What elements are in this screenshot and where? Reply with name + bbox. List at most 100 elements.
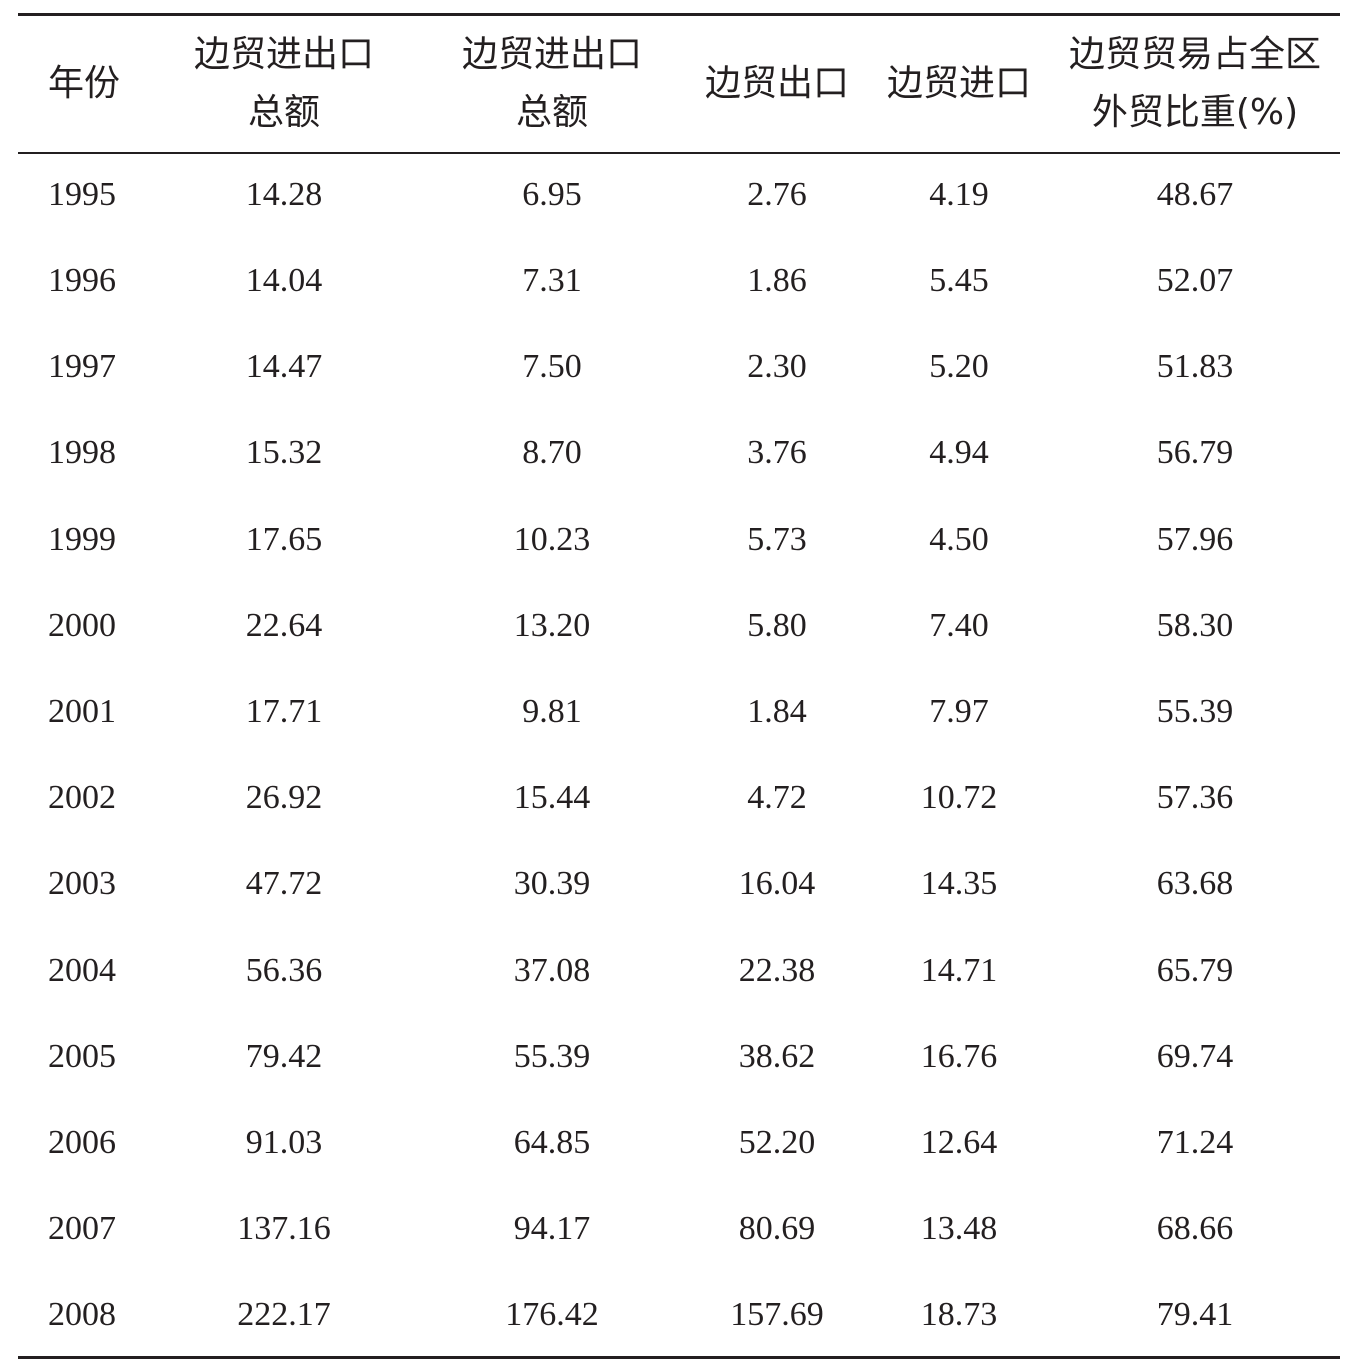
- header-year-line: 年份: [48, 63, 121, 104]
- imports-cell: 4.19: [929, 176, 989, 213]
- year-cell: 2007: [48, 1210, 116, 1248]
- share-cell: 57.36: [1156, 779, 1234, 817]
- total-trade-b-cell: 64.85: [513, 1123, 591, 1161]
- table-row: 1996 14.04 7.31 1.86 5.45 52.07: [18, 238, 1340, 324]
- imports-cell: 5.20: [929, 348, 989, 386]
- exports-cell: 5.73: [747, 520, 807, 558]
- exports-cell: 80.69: [738, 1210, 816, 1248]
- exports-cell: 5.80: [747, 606, 807, 644]
- table-header: 年份 边贸进出口 总额 边贸进出口 总额 边贸出口 边贸进口 边贸贸易占全区: [18, 16, 1340, 152]
- year-cell: 1995: [48, 176, 116, 213]
- exports-cell: 2.76: [747, 176, 807, 213]
- imports-cell: 7.40: [929, 606, 989, 644]
- total-trade-b-cell: 8.70: [522, 434, 582, 472]
- share-cell: 51.83: [1156, 348, 1234, 386]
- imports-cell: 14.71: [920, 951, 998, 989]
- year-cell: 2003: [48, 865, 116, 903]
- share-cell: 68.66: [1156, 1210, 1234, 1248]
- imports-cell: 7.97: [929, 693, 989, 731]
- share-cell: 52.07: [1156, 262, 1234, 300]
- total-trade-a-cell: 14.47: [245, 348, 323, 386]
- total-trade-a-cell: 79.42: [245, 1037, 323, 1075]
- total-trade-a-cell: 137.16: [237, 1210, 331, 1248]
- exports-cell: 52.20: [738, 1123, 816, 1161]
- table-row: 1995 14.28 6.95 2.76 4.19 48.67: [18, 152, 1340, 238]
- border-trade-table: 年份 边贸进出口 总额 边贸进出口 总额 边贸出口 边贸进口 边贸贸易占全区: [18, 16, 1340, 1358]
- total-trade-a-cell: 222.17: [237, 1296, 331, 1334]
- imports-cell: 12.64: [920, 1123, 998, 1161]
- share-cell: 71.24: [1156, 1123, 1234, 1161]
- exports-cell: 4.72: [747, 779, 807, 817]
- share-cell: 79.41: [1156, 1296, 1234, 1334]
- header-row: 年份 边贸进出口 总额 边贸进出口 总额 边贸出口 边贸进口 边贸贸易占全区: [18, 16, 1340, 152]
- share-cell: 65.79: [1156, 951, 1234, 989]
- table-row: 2003 47.72 30.39 16.04 14.35 63.68: [18, 841, 1340, 927]
- year-cell: 2008: [48, 1296, 116, 1334]
- table-row: 2001 17.71 9.81 1.84 7.97 55.39: [18, 669, 1340, 755]
- year-cell: 2002: [48, 779, 116, 817]
- share-cell: 55.39: [1156, 693, 1234, 731]
- total-trade-a-cell: 14.28: [245, 176, 323, 213]
- share-cell: 56.79: [1156, 434, 1234, 472]
- header-line: 外贸比重(%): [1091, 92, 1299, 133]
- share-cell: 69.74: [1156, 1037, 1234, 1075]
- total-trade-a-cell: 14.04: [245, 262, 323, 300]
- header-line: 总额: [515, 92, 588, 133]
- share-cell: 58.30: [1156, 606, 1234, 644]
- table-top-rule: [18, 13, 1340, 16]
- total-trade-a-cell: 22.64: [245, 606, 323, 644]
- header-imports: 边贸进口: [868, 16, 1050, 152]
- year-cell: 1997: [48, 348, 116, 386]
- header-line: 边贸进口: [886, 63, 1031, 104]
- exports-cell: 38.62: [738, 1037, 816, 1075]
- imports-cell: 13.48: [920, 1210, 998, 1248]
- exports-cell: 157.69: [730, 1296, 824, 1334]
- table-row: 2006 91.03 64.85 52.20 12.64 71.24: [18, 1100, 1340, 1186]
- total-trade-b-cell: 9.81: [522, 693, 582, 731]
- table-row: 1999 17.65 10.23 5.73 4.50 57.96: [18, 497, 1340, 583]
- year-cell: 2006: [48, 1123, 116, 1161]
- year-cell: 1999: [48, 520, 116, 558]
- table-row: 2004 56.36 37.08 22.38 14.71 65.79: [18, 928, 1340, 1014]
- header-total-trade-b: 边贸进出口 总额: [418, 16, 686, 152]
- table-row: 2000 22.64 13.20 5.80 7.40 58.30: [18, 583, 1340, 669]
- imports-cell: 14.35: [920, 865, 998, 903]
- total-trade-b-cell: 15.44: [513, 779, 591, 817]
- header-total-trade-a: 边贸进出口 总额: [150, 16, 418, 152]
- total-trade-a-cell: 56.36: [245, 951, 323, 989]
- year-cell: 2004: [48, 951, 116, 989]
- exports-cell: 2.30: [747, 348, 807, 386]
- total-trade-b-cell: 10.23: [513, 520, 591, 558]
- total-trade-b-cell: 176.42: [505, 1296, 599, 1334]
- total-trade-b-cell: 55.39: [513, 1037, 591, 1075]
- table-bottom-rule: [18, 1356, 1340, 1359]
- total-trade-b-cell: 30.39: [513, 865, 591, 903]
- total-trade-b-cell: 37.08: [513, 951, 591, 989]
- header-exports: 边贸出口: [686, 16, 868, 152]
- imports-cell: 5.45: [929, 262, 989, 300]
- table-row: 1997 14.47 7.50 2.30 5.20 51.83: [18, 324, 1340, 410]
- year-cell: 2000: [48, 606, 116, 644]
- exports-cell: 22.38: [738, 951, 816, 989]
- total-trade-b-cell: 6.95: [522, 176, 582, 213]
- header-line: 边贸进出口: [461, 34, 642, 75]
- exports-cell: 3.76: [747, 434, 807, 472]
- header-line: 边贸进出口: [193, 34, 374, 75]
- header-line: 总额: [247, 92, 320, 133]
- total-trade-b-cell: 7.31: [522, 262, 582, 300]
- table-row: 1998 15.32 8.70 3.76 4.94 56.79: [18, 410, 1340, 496]
- total-trade-a-cell: 26.92: [245, 779, 323, 817]
- table-row: 2002 26.92 15.44 4.72 10.72 57.36: [18, 755, 1340, 841]
- total-trade-a-cell: 17.71: [245, 693, 323, 731]
- imports-cell: 4.50: [929, 520, 989, 558]
- imports-cell: 4.94: [929, 434, 989, 472]
- header-year: 年份: [18, 16, 150, 152]
- total-trade-a-cell: 91.03: [245, 1123, 323, 1161]
- table-row: 2005 79.42 55.39 38.62 16.76 69.74: [18, 1014, 1340, 1100]
- total-trade-b-cell: 94.17: [513, 1210, 591, 1248]
- total-trade-a-cell: 47.72: [245, 865, 323, 903]
- exports-cell: 1.86: [747, 262, 807, 300]
- total-trade-b-cell: 7.50: [522, 348, 582, 386]
- table-header-rule: [18, 152, 1340, 154]
